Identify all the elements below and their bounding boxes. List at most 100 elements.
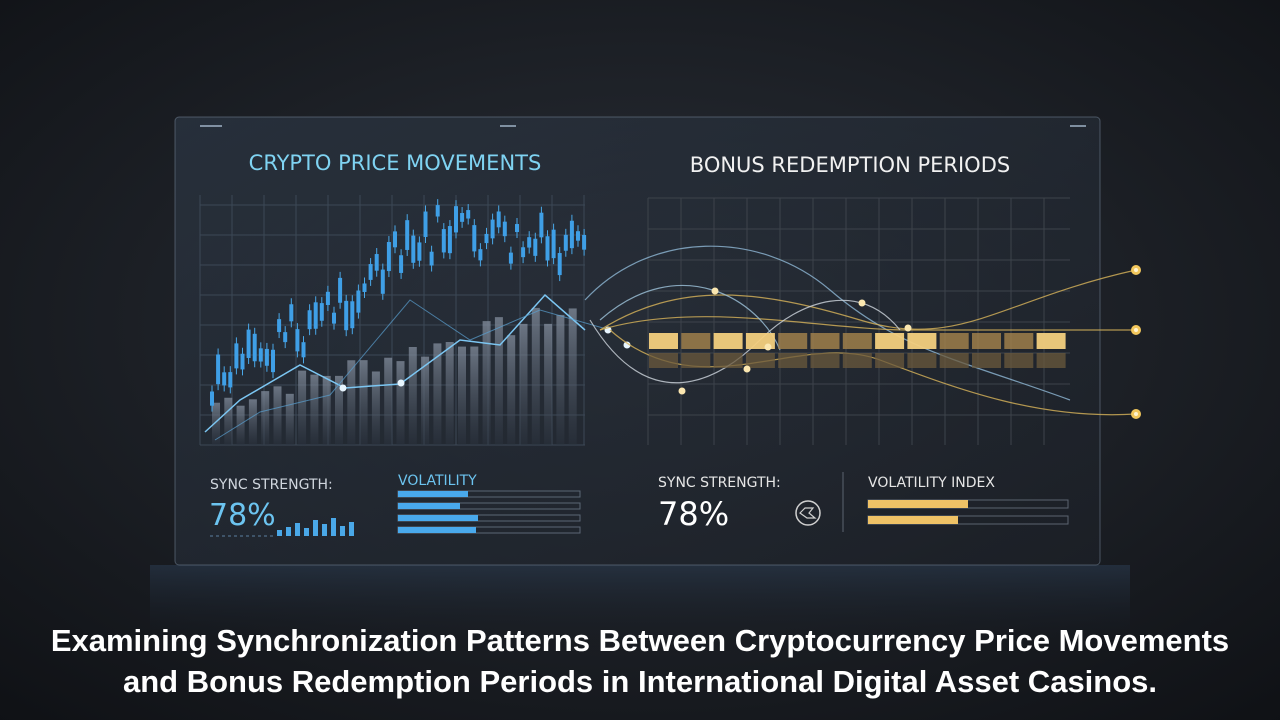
period-block bbox=[875, 333, 905, 349]
candle bbox=[271, 349, 275, 373]
period-block bbox=[649, 333, 678, 349]
volume-bar bbox=[273, 386, 282, 445]
candle bbox=[460, 213, 465, 222]
candle bbox=[222, 372, 227, 386]
bar-fill bbox=[868, 516, 958, 524]
candle bbox=[405, 220, 410, 250]
candle bbox=[368, 264, 373, 280]
reflection bbox=[150, 565, 1130, 655]
period-block bbox=[907, 333, 937, 349]
period-block bbox=[1004, 353, 1034, 368]
period-block bbox=[875, 353, 905, 368]
icon bbox=[795, 500, 821, 526]
candle bbox=[576, 231, 580, 241]
candle bbox=[319, 303, 324, 321]
volatility-label: VOLATILITY bbox=[398, 473, 477, 489]
candle bbox=[472, 225, 477, 252]
candle bbox=[283, 332, 288, 343]
candle bbox=[374, 254, 379, 271]
candle bbox=[240, 353, 245, 370]
volatility-label: VOLATILITY INDEX bbox=[868, 475, 995, 491]
period-block bbox=[972, 353, 1001, 368]
sync-value: 78% bbox=[658, 495, 729, 533]
volume-bar bbox=[371, 371, 380, 445]
trend-line bbox=[214, 299, 611, 441]
volume-bar bbox=[285, 393, 294, 445]
mini-bar bbox=[295, 523, 300, 536]
candle bbox=[478, 249, 483, 261]
volume-bar bbox=[359, 360, 368, 445]
period-block bbox=[778, 333, 808, 349]
volume-bar bbox=[482, 321, 491, 445]
bar-fill bbox=[398, 527, 476, 533]
candle bbox=[527, 237, 532, 248]
candle bbox=[295, 329, 300, 352]
candle bbox=[289, 304, 294, 322]
candle bbox=[417, 242, 422, 261]
candle bbox=[307, 310, 312, 330]
mini-bar bbox=[349, 522, 354, 536]
volume-bar bbox=[335, 375, 343, 445]
volume-bar bbox=[408, 347, 417, 445]
candle bbox=[466, 210, 471, 219]
candle bbox=[441, 229, 446, 253]
candle bbox=[216, 354, 221, 385]
period-block bbox=[842, 353, 872, 368]
sync-label: SYNC STRENGTH: bbox=[210, 477, 333, 493]
period-block bbox=[649, 353, 678, 368]
node bbox=[743, 365, 751, 373]
candle bbox=[301, 342, 306, 358]
volume-bar bbox=[248, 399, 257, 445]
volume-bar bbox=[507, 335, 516, 445]
volume-bar bbox=[568, 308, 577, 445]
volume-bar bbox=[212, 402, 220, 445]
candle bbox=[557, 253, 562, 276]
volume-bar bbox=[531, 307, 540, 445]
volume-bar bbox=[519, 323, 528, 445]
candle bbox=[356, 290, 361, 313]
candle bbox=[325, 291, 330, 306]
sync-value: 78% bbox=[209, 498, 276, 533]
volume-bar bbox=[261, 391, 270, 445]
period-block bbox=[1004, 333, 1034, 349]
candle bbox=[411, 235, 416, 263]
volume-bar bbox=[298, 370, 307, 445]
endpoint bbox=[1134, 328, 1138, 332]
node bbox=[764, 343, 772, 351]
period-block bbox=[713, 333, 743, 349]
node bbox=[858, 299, 866, 307]
node bbox=[397, 379, 405, 387]
candle bbox=[350, 301, 355, 329]
volume-bar bbox=[445, 342, 454, 445]
period-block bbox=[1036, 333, 1066, 349]
candle bbox=[521, 247, 526, 258]
candle bbox=[264, 348, 269, 366]
panel-content bbox=[199, 125, 1141, 537]
candle bbox=[539, 212, 544, 238]
caption-line: Examining Synchronization Patterns Betwe… bbox=[51, 623, 1229, 658]
left-title: CRYPTO PRICE MOVEMENTS bbox=[249, 151, 542, 175]
period-block bbox=[1036, 353, 1066, 368]
candle bbox=[484, 233, 489, 244]
endpoint bbox=[1134, 268, 1138, 272]
period-block bbox=[842, 333, 872, 349]
right-title: BONUS REDEMPTION PERIODS bbox=[690, 153, 1010, 177]
candle bbox=[258, 348, 263, 362]
candle bbox=[332, 312, 336, 324]
period-block bbox=[745, 353, 775, 368]
mini-bar bbox=[277, 530, 282, 536]
period-block bbox=[810, 353, 840, 368]
candle bbox=[344, 300, 349, 331]
mini-bar bbox=[322, 524, 327, 536]
bar-fill bbox=[398, 515, 478, 521]
candle bbox=[429, 251, 434, 266]
volume-bar bbox=[544, 323, 553, 445]
period-block bbox=[778, 353, 808, 368]
volume-bar bbox=[433, 343, 442, 445]
period-block bbox=[939, 333, 969, 349]
period-block bbox=[681, 333, 711, 349]
candle bbox=[508, 252, 513, 264]
candle bbox=[515, 224, 519, 233]
candle bbox=[210, 391, 214, 406]
